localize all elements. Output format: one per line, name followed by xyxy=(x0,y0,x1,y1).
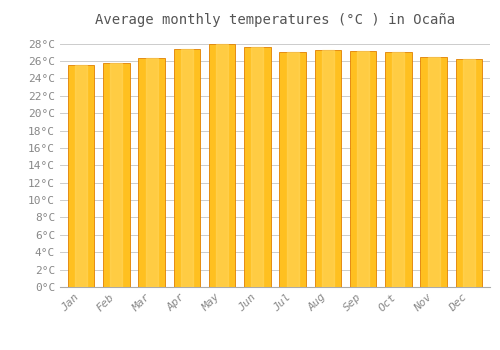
Bar xyxy=(103,63,130,287)
Bar xyxy=(385,52,411,287)
Bar xyxy=(181,49,193,287)
Bar xyxy=(286,52,298,287)
Bar xyxy=(280,52,306,287)
Bar xyxy=(252,47,264,287)
Bar xyxy=(357,51,369,287)
Bar xyxy=(392,52,404,287)
Bar xyxy=(463,60,475,287)
Bar xyxy=(110,63,122,287)
Bar xyxy=(314,50,341,287)
Bar xyxy=(138,58,165,287)
Bar xyxy=(216,44,228,287)
Bar xyxy=(322,50,334,287)
Bar xyxy=(146,58,158,287)
Bar xyxy=(209,44,236,287)
Bar xyxy=(456,60,482,287)
Bar xyxy=(428,57,440,287)
Bar xyxy=(68,65,94,287)
Bar xyxy=(244,47,270,287)
Title: Average monthly temperatures (°C ) in Ocaña: Average monthly temperatures (°C ) in Oc… xyxy=(95,13,455,27)
Bar xyxy=(350,51,376,287)
Bar xyxy=(420,57,447,287)
Bar xyxy=(75,65,87,287)
Bar xyxy=(174,49,200,287)
